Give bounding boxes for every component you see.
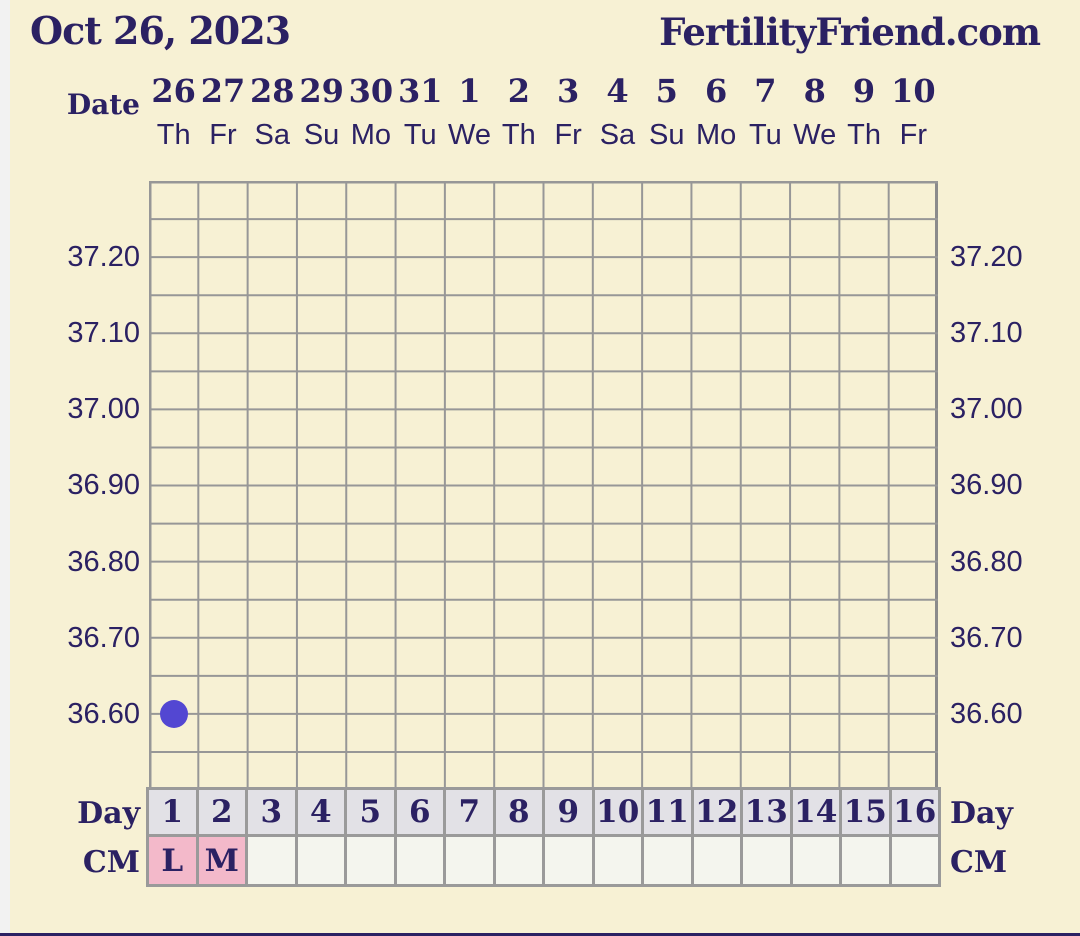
weekday-cell: Fr [554,119,582,151]
date-cell: 26 [151,72,196,110]
date-cell: 28 [250,72,295,110]
weekday-cell: Th [501,119,536,151]
screen-edge-strip [0,0,10,936]
day-number-cell[interactable]: 16 [891,790,938,834]
date-cell: 1 [458,72,481,110]
cm-value-cell[interactable] [545,837,592,884]
weekday-row: Th Fr Sa Su Mo Tu We Th Fr Sa Su Mo Tu We Th Fr [149,119,938,152]
temp-tick-label: 37.10 [950,317,1023,350]
day-number-cell[interactable]: 12 [693,790,740,834]
cm-value-cell[interactable] [297,837,344,884]
weekday-cell: Sa [599,119,636,151]
weekday-cell: Fr [209,119,237,151]
temp-tick-label: 36.60 [67,697,140,730]
day-number-cell[interactable]: 10 [594,790,641,834]
date-cell: 2 [507,72,530,110]
temperature-grid[interactable] [149,181,938,790]
date-cell: 9 [852,72,876,110]
weekday-cell: Tu [403,119,437,151]
weekday-cell: We [448,119,492,151]
cm-value-cell[interactable] [347,837,394,884]
day-number-cell[interactable]: 7 [446,790,493,834]
temp-tick-label: 37.10 [67,317,140,350]
weekday-cell: We [793,119,837,151]
weekday-cell: Th [847,119,881,151]
cm-value-cell[interactable] [594,837,641,884]
cm-value-cell[interactable]: M [198,837,245,884]
cm-value-cell[interactable] [891,837,938,884]
temp-tick-label: 37.20 [67,241,140,274]
weekday-cell: Su [649,119,685,151]
date-numbers-row: 26 27 28 29 30 31 1 2 3 4 5 6 7 8 9 10 [149,72,938,110]
chart-date-title: Oct 26, 2023 [30,8,291,53]
day-number-cell[interactable]: 14 [792,790,839,834]
date-cell: 29 [299,72,344,110]
temp-tick-label: 36.90 [67,469,140,502]
brand-watermark: FertilityFriend.com [659,10,1041,54]
screen-bottom-divider [0,933,1080,936]
cm-value-cell[interactable] [842,837,889,884]
date-cell: 6 [704,72,728,110]
cm-label-right: CM [950,845,1008,880]
temp-tick-label: 36.60 [950,697,1023,730]
day-number-cell[interactable]: 2 [198,790,245,834]
day-number-cell[interactable]: 8 [495,790,542,834]
day-number-cell[interactable]: 15 [842,790,889,834]
day-label-left: Day [77,796,140,831]
temp-tick-label: 36.90 [950,469,1023,502]
date-cell: 4 [606,72,629,110]
day-label-right: Day [950,796,1013,831]
temp-tick-label: 36.70 [950,621,1023,654]
cm-value-cell[interactable]: L [149,837,196,884]
date-cell: 8 [803,72,826,110]
date-cell: 30 [348,72,394,110]
day-number-cell[interactable]: 9 [545,790,592,834]
temp-tick-label: 37.20 [950,241,1023,274]
weekday-cell: Tu [749,119,782,151]
cm-value-cell[interactable] [644,837,691,884]
weekday-cell: Mo [695,119,737,151]
day-number-cell[interactable]: 13 [743,790,790,834]
date-cell: 31 [397,72,443,110]
weekday-cell: Fr [899,119,928,151]
day-number-cell[interactable]: 4 [297,790,344,834]
day-number-cell[interactable]: 1 [149,790,196,834]
cm-value-cell[interactable] [693,837,740,884]
cm-value-cell[interactable] [495,837,542,884]
date-cell: 10 [891,72,936,110]
weekday-cell: Th [156,119,191,151]
cm-label-left: CM [82,845,140,880]
temp-tick-label: 36.70 [67,621,140,654]
cm-value-cell[interactable] [743,837,790,884]
cm-value-cell[interactable] [396,837,443,884]
temp-tick-label: 37.00 [950,393,1023,426]
date-axis-label: Date [66,88,140,121]
day-number-cell[interactable]: 6 [396,790,443,834]
day-cm-table: 1 2 3 4 5 6 7 8 9 10 11 12 13 14 15 16 L M [146,787,941,887]
date-cell: 5 [655,72,678,110]
day-number-cell[interactable]: 11 [644,790,691,834]
cm-value-cell[interactable] [248,837,295,884]
day-number-cell[interactable]: 3 [248,790,295,834]
date-cell: 3 [557,72,580,110]
cm-value-cell[interactable] [792,837,839,884]
temp-tick-label: 36.80 [67,545,140,578]
date-cell: 27 [200,72,246,110]
grid-lines [149,181,938,790]
weekday-cell: Su [303,119,340,151]
temp-tick-label: 36.80 [950,545,1023,578]
weekday-cell: Sa [254,119,291,151]
day-number-cell[interactable]: 5 [347,790,394,834]
temperature-point[interactable] [159,699,188,728]
cm-value-cell[interactable] [446,837,493,884]
date-cell: 7 [754,72,777,110]
temp-tick-label: 37.00 [67,393,140,426]
weekday-cell: Mo [350,119,392,151]
